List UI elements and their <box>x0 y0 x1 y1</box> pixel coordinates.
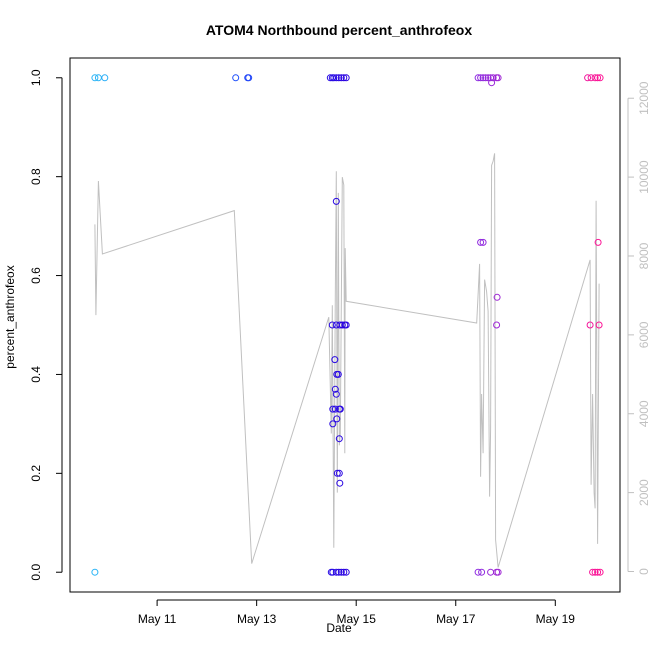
data-point <box>333 469 341 477</box>
data-point <box>479 74 487 82</box>
x-tick-label: May 11 <box>138 612 177 626</box>
data-point <box>594 568 602 576</box>
data-point <box>340 74 348 82</box>
axis-layer: 0.0 0.2 0.4 0.6 0.8 1.0 May 11 May 13 May 15 May … <box>29 69 650 626</box>
data-point <box>596 568 604 576</box>
data-point <box>474 568 482 576</box>
data-point <box>330 74 338 82</box>
y2-tick-label: 0 <box>637 568 650 575</box>
data-point <box>596 74 604 82</box>
data-point <box>484 74 492 82</box>
data-point <box>336 405 344 413</box>
y2-tick-label: 8000 <box>637 242 650 269</box>
x-tick-label: May 19 <box>536 612 576 626</box>
data-point <box>337 74 345 82</box>
data-point <box>493 321 501 329</box>
data-point <box>595 321 603 329</box>
data-point <box>245 74 253 82</box>
data-point <box>489 74 497 82</box>
secondary-line-layer <box>94 153 600 568</box>
data-point <box>478 568 486 576</box>
data-point <box>477 238 485 246</box>
data-point <box>329 420 337 428</box>
data-point <box>494 74 502 82</box>
data-point <box>335 469 343 477</box>
data-point <box>479 238 487 246</box>
data-point <box>332 568 340 576</box>
data-point <box>91 74 99 82</box>
data-point <box>586 321 594 329</box>
x-tick-label: May 17 <box>436 612 476 626</box>
data-point <box>332 197 340 205</box>
data-point <box>591 568 599 576</box>
data-point <box>487 568 495 576</box>
y-tick-label: 0.4 <box>29 366 43 383</box>
y2-tick-label: 10000 <box>637 160 650 194</box>
data-point <box>331 356 339 364</box>
y-tick-label: 0.6 <box>29 267 43 284</box>
y-tick-label: 1.0 <box>29 69 43 86</box>
data-point <box>334 370 342 378</box>
data-point <box>332 390 340 398</box>
secondary-series-line <box>94 153 600 568</box>
data-point <box>232 74 240 82</box>
y-axis-label: percent_anthrofeox <box>3 265 17 368</box>
data-point <box>342 74 350 82</box>
data-point <box>594 74 602 82</box>
y-tick-label: 0.8 <box>29 168 43 185</box>
data-point <box>482 74 490 82</box>
data-point <box>336 479 344 487</box>
data-point <box>331 385 339 393</box>
data-point <box>594 238 602 246</box>
data-point <box>342 321 350 329</box>
y2-tick-label: 4000 <box>637 400 650 427</box>
data-point <box>474 74 482 82</box>
data-point <box>494 568 502 576</box>
data-point <box>335 74 343 82</box>
data-point <box>337 568 345 576</box>
data-point <box>493 293 501 301</box>
data-point <box>477 74 485 82</box>
data-point <box>584 74 592 82</box>
data-point <box>591 74 599 82</box>
y2-tick-label: 6000 <box>637 321 650 348</box>
data-point <box>332 74 340 82</box>
y-tick-label: 0.2 <box>29 465 43 482</box>
data-point <box>335 568 343 576</box>
data-point <box>91 568 99 576</box>
x-tick-label: May 15 <box>337 612 377 626</box>
data-point <box>488 79 496 87</box>
y2-tick-label: 12000 <box>637 81 650 115</box>
data-point <box>101 74 109 82</box>
x-axis-label: Date <box>326 621 352 635</box>
data-point <box>331 405 339 413</box>
data-point <box>328 321 336 329</box>
y-tick-label: 0.0 <box>29 564 43 581</box>
data-point <box>342 568 350 576</box>
scatter-point-layer <box>91 74 604 576</box>
data-point <box>333 415 341 423</box>
chart-title: ATOM4 Northbound percent_anthrofeox <box>206 22 472 38</box>
x-tick-label: May 13 <box>237 612 277 626</box>
data-point <box>340 568 348 576</box>
y2-tick-label: 2000 <box>637 479 650 506</box>
data-point <box>589 568 597 576</box>
data-point <box>335 435 343 443</box>
plot-frame <box>69 57 621 593</box>
data-point <box>338 321 346 329</box>
